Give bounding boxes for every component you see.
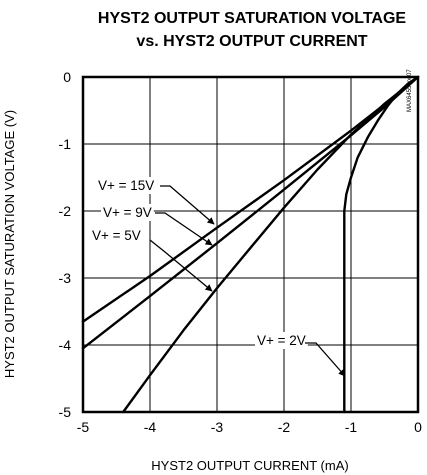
series-line-2v bbox=[343, 75, 420, 414]
annotation-arrow bbox=[160, 185, 215, 225]
series-layer bbox=[81, 75, 420, 414]
annotation-arrow bbox=[305, 342, 346, 377]
chart-title: HYST2 OUTPUT SATURATION VOLTAGE bbox=[98, 10, 406, 27]
annotation-arrow bbox=[155, 212, 213, 246]
annotation-label: V+ = 5V bbox=[92, 228, 141, 243]
annotation-label-bg bbox=[101, 204, 154, 221]
x-tick-label: -1 bbox=[345, 419, 358, 435]
annotation-label: V+ = 2V bbox=[257, 333, 306, 348]
y-axis-label: HYST2 OUTPUT SATURATION VOLTAGE (V) bbox=[2, 110, 17, 378]
annotation-label-bg bbox=[255, 332, 308, 349]
y-tick-label: -4 bbox=[59, 337, 72, 353]
chart-subtitle: vs. HYST2 OUTPUT CURRENT bbox=[136, 33, 367, 50]
annotation-label-bg bbox=[96, 177, 157, 194]
figure-code: MAX6455 toc07 bbox=[407, 69, 413, 112]
plot-frame bbox=[81, 75, 420, 414]
annotations: V+ = 15V V+ = 9V V+ = 5V V+ = 2V bbox=[90, 177, 346, 377]
y-tick-label: 0 bbox=[63, 69, 71, 85]
annotation-label: V+ = 15V bbox=[98, 178, 154, 193]
y-tick-label: -3 bbox=[59, 270, 72, 286]
tick-labels: -5 -4 -3 -2 -1 0 0 -1 -2 -3 -4 -5 bbox=[59, 69, 423, 435]
series-line-5v bbox=[122, 75, 420, 414]
x-tick-label: -2 bbox=[278, 419, 291, 435]
y-tick-label: -2 bbox=[59, 203, 72, 219]
y-tick-label: -5 bbox=[59, 404, 72, 420]
x-tick-label: -4 bbox=[144, 419, 157, 435]
y-tick-label: -1 bbox=[59, 136, 72, 152]
series-line-9v bbox=[81, 75, 420, 350]
grid bbox=[83, 77, 418, 412]
x-axis-label: HYST2 OUTPUT CURRENT (mA) bbox=[151, 458, 348, 473]
x-tick-label: 0 bbox=[414, 419, 422, 435]
x-tick-label: -3 bbox=[211, 419, 224, 435]
annotation-label-bg bbox=[90, 227, 143, 244]
series-line-15v bbox=[81, 75, 420, 323]
annotation-arrow bbox=[149, 239, 213, 292]
annotation-label: V+ = 9V bbox=[103, 205, 152, 220]
x-tick-label: -5 bbox=[77, 419, 90, 435]
